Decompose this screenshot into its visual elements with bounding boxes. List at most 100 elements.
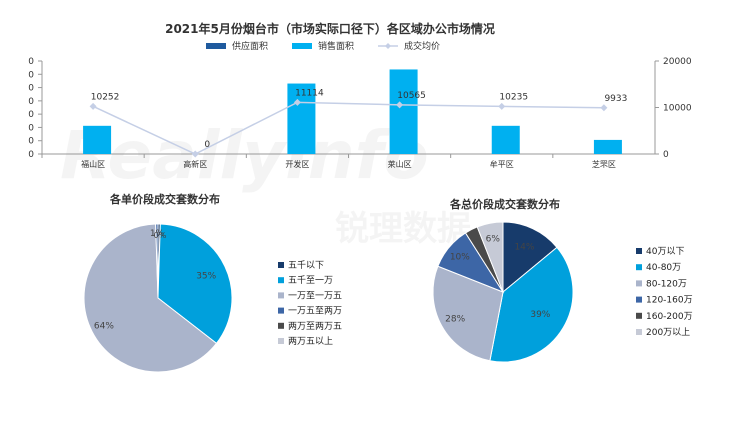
pie-legend-item: 五千至一万 bbox=[278, 275, 333, 286]
pie-legend-item: 160-200万 bbox=[636, 312, 693, 322]
avg-price-point bbox=[89, 102, 97, 110]
pie-slice bbox=[157, 223, 233, 345]
x-tick-label: 牟平区 bbox=[490, 159, 514, 169]
sales-bar bbox=[491, 125, 520, 154]
pie2-title: 各总价段成交套数分布 bbox=[449, 197, 560, 211]
legend-swatch bbox=[292, 43, 312, 49]
pie-data-label-small: 0% bbox=[154, 231, 167, 240]
pie-legend-item: 200万以上 bbox=[636, 327, 690, 338]
pie-slice bbox=[83, 223, 218, 373]
avg-price-point bbox=[498, 102, 506, 110]
bar-chart-title: 2021年5月份烟台市（市场实际口径下）各区域办公市场情况 bbox=[165, 21, 495, 36]
avg-price-label: 9933 bbox=[604, 94, 627, 104]
legend-label: 五千至一万 bbox=[288, 275, 333, 286]
bar-legend-item: 供应面积 bbox=[206, 40, 268, 52]
legend-label: 两万五以上 bbox=[288, 336, 333, 347]
pie-legend-item: 两万至两万五 bbox=[278, 321, 342, 332]
pie-data-label: 35% bbox=[196, 271, 216, 281]
sales-bar bbox=[287, 83, 316, 154]
left-tick-label: 0 bbox=[28, 57, 34, 67]
legend-swatch bbox=[278, 277, 284, 284]
legend-marker bbox=[385, 43, 391, 49]
unit-price-pie-chart: 各单价段成交套数分布 五千以下 35% 五千至一万 64% 一万至一万五 1% 一万五至两万… bbox=[83, 192, 342, 373]
pie-slice bbox=[502, 221, 558, 294]
x-tick-label: 莱山区 bbox=[388, 159, 412, 169]
legend-swatch bbox=[636, 280, 642, 287]
pie-data-label: 64% bbox=[94, 322, 114, 332]
legend-label: 两万至两万五 bbox=[288, 321, 342, 332]
pie-data-label: 10% bbox=[450, 252, 470, 262]
legend-label: 成交均价 bbox=[404, 40, 440, 52]
pie-legend-item: 五千以下 bbox=[278, 260, 324, 271]
legend-swatch bbox=[636, 296, 642, 303]
legend-label: 供应面积 bbox=[232, 40, 268, 52]
pie-data-label: 6% bbox=[486, 234, 501, 244]
sales-bar bbox=[593, 139, 622, 154]
pie1-title: 各单价段成交套数分布 bbox=[109, 192, 220, 206]
legend-label: 40-80万 bbox=[646, 263, 681, 273]
avg-price-label: 11114 bbox=[295, 88, 324, 98]
avg-price-line bbox=[92, 101, 604, 155]
pie-data-label: 28% bbox=[445, 314, 465, 324]
avg-price-point bbox=[396, 101, 404, 109]
legend-swatch bbox=[278, 338, 284, 344]
x-tick-label: 高新区 bbox=[183, 159, 207, 169]
legend-label: 五千以下 bbox=[288, 260, 324, 271]
x-tick-label: 芝罘区 bbox=[592, 159, 616, 169]
legend-swatch bbox=[278, 262, 284, 268]
pie-data-label: 1% bbox=[150, 229, 165, 239]
bar-line-chart: 2021年5月份烟台市（市场实际口径下）各区域办公市场情况 0 0 0 0 0 0 0 0 0 1… bbox=[28, 21, 692, 169]
legend-swatch bbox=[636, 248, 642, 254]
legend-label: 销售面积 bbox=[318, 40, 354, 52]
bar-legend-item: 销售面积 bbox=[292, 40, 354, 52]
pie-slice bbox=[432, 265, 504, 362]
legend-swatch bbox=[636, 312, 642, 319]
avg-price-point bbox=[293, 98, 301, 106]
x-tick-label: 开发区 bbox=[285, 159, 309, 169]
pie-legend-item: 40万以下 bbox=[636, 247, 684, 257]
avg-price-point bbox=[191, 150, 199, 158]
pie-legend-item: 120-160万 bbox=[636, 296, 693, 306]
pie-legend-item: 一万五至两万 bbox=[278, 306, 342, 317]
legend-label: 一万五至两万 bbox=[288, 306, 342, 317]
legend-label: 120-160万 bbox=[646, 296, 693, 306]
pie-legend-item: 两万五以上 bbox=[278, 336, 333, 347]
pie-data-label: 14% bbox=[514, 242, 534, 252]
legend-label: 200万以上 bbox=[646, 327, 690, 338]
legend-label: 一万至一万五 bbox=[288, 290, 342, 301]
pie-slice bbox=[489, 246, 574, 363]
avg-price-label: 10235 bbox=[499, 92, 528, 102]
pie-slice bbox=[155, 223, 159, 299]
left-tick-label: 0 bbox=[28, 123, 34, 133]
watermark-text-cn: 锐理数据 bbox=[335, 209, 471, 249]
avg-price-point bbox=[600, 104, 608, 112]
x-tick-label: 福山区 bbox=[81, 159, 105, 169]
bar-legend-item: 成交均价 bbox=[378, 40, 440, 52]
legend-swatch bbox=[206, 43, 226, 49]
left-tick-label: 0 bbox=[28, 97, 34, 107]
left-tick-label: 0 bbox=[28, 137, 34, 147]
right-tick-label: 10000 bbox=[663, 104, 692, 114]
right-tick-label: 20000 bbox=[663, 57, 692, 67]
legend-label: 160-200万 bbox=[646, 312, 693, 322]
avg-price-label: 10252 bbox=[91, 92, 120, 102]
pie-legend-item: 一万至一万五 bbox=[278, 290, 342, 301]
total-price-pie-chart: 各总价段成交套数分布 14% 40万以下 39% 40-80万 28% 80-120万 10… bbox=[432, 197, 693, 363]
legend-swatch bbox=[636, 329, 642, 335]
legend-label: 80-120万 bbox=[646, 279, 687, 289]
pie-legend-item: 80-120万 bbox=[636, 279, 687, 289]
legend-label: 40万以下 bbox=[646, 247, 684, 257]
bar-legend: 供应面积 销售面积 成交均价 bbox=[206, 40, 440, 52]
legend-swatch bbox=[636, 264, 642, 271]
sales-bar bbox=[83, 125, 112, 154]
legend-swatch bbox=[278, 322, 284, 329]
left-tick-label: 0 bbox=[28, 150, 34, 160]
legend-swatch bbox=[278, 292, 284, 299]
pie-data-label: 39% bbox=[530, 310, 550, 320]
sales-bar bbox=[389, 69, 418, 154]
left-tick-label: 0 bbox=[28, 70, 34, 80]
left-tick-label: 0 bbox=[28, 84, 34, 94]
left-tick-label: 0 bbox=[28, 110, 34, 120]
